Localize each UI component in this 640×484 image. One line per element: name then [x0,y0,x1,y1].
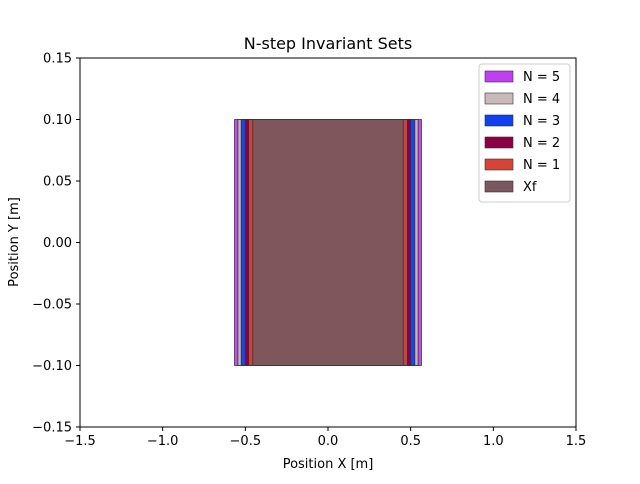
x-tick-label: 0.5 [400,434,421,449]
legend-label-n-4: N = 4 [523,92,560,107]
y-tick-label: −0.15 [32,421,72,436]
legend-swatch-xf [484,180,514,193]
y-tick-label: −0.10 [32,359,72,374]
x-tick-label: −0.5 [230,434,262,449]
y-tick-label: 0.10 [43,113,72,128]
legend-label-xf: Xf [523,180,537,195]
legend-swatch-n-5 [484,70,514,83]
x-axis-label: Position X [m] [283,457,374,472]
legend-label-n-1: N = 1 [523,158,560,173]
legend-swatch-n-2 [484,136,514,149]
chart-title: N-step Invariant Sets [244,34,413,53]
legend-swatch-n-1 [484,158,514,171]
x-axis: −1.5 −1.0 −0.5 0.0 0.5 1.0 1.5 [64,427,586,449]
legend-swatch-n-3 [484,114,514,127]
set-rect-xf [252,119,404,366]
x-tick-label: 1.0 [483,434,504,449]
legend-label-n-5: N = 5 [523,70,560,85]
y-tick-label: 0.05 [43,175,72,190]
x-tick-label: −1.5 [64,434,96,449]
y-tick-label: −0.05 [32,298,72,313]
legend-label-n-3: N = 3 [523,114,560,129]
x-tick-label: 0.0 [318,434,339,449]
y-tick-label: 0.00 [43,236,72,251]
y-axis: −0.15 −0.10 −0.05 0.00 0.05 0.10 0.15 [32,52,80,436]
x-tick-label: 1.5 [566,434,587,449]
legend-swatch-n-4 [484,92,514,105]
invariant-sets-layer [234,119,422,366]
legend-label-n-2: N = 2 [523,136,560,151]
legend: N = 5 N = 4 N = 3 N = 2 N = 1 Xf [478,63,571,203]
y-axis-label: Position Y [m] [7,197,22,287]
y-tick-label: 0.15 [43,52,72,67]
x-tick-label: −1.0 [147,434,179,449]
